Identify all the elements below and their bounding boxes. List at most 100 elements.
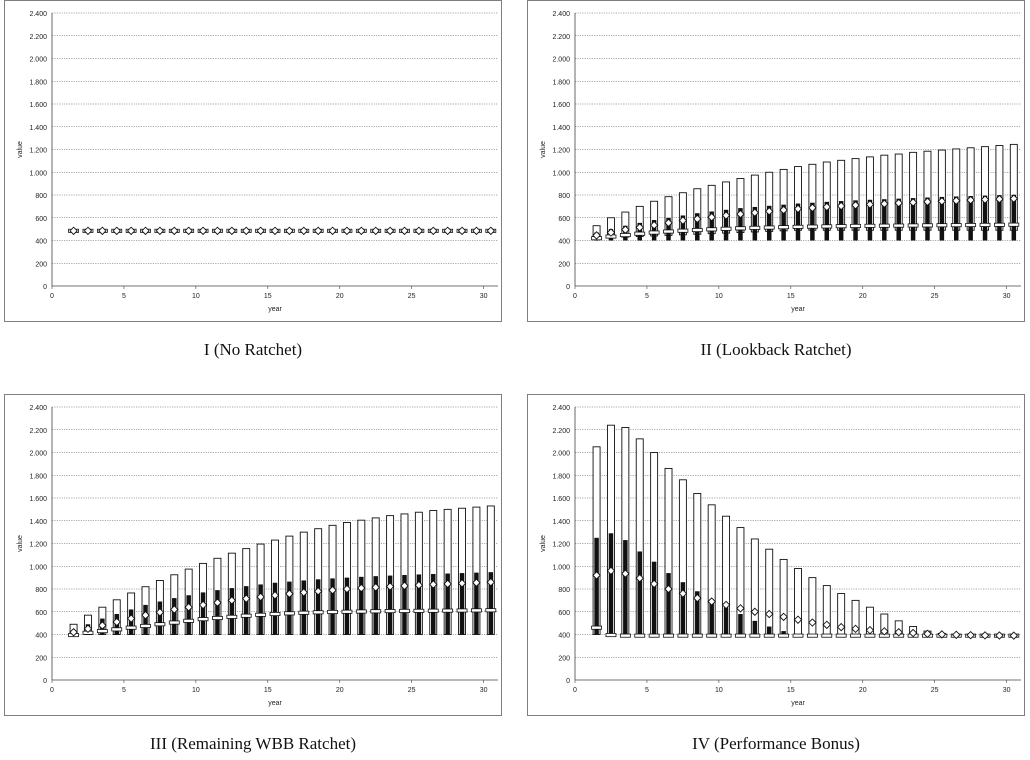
diamond-marker xyxy=(126,614,136,623)
diamond-marker xyxy=(851,201,860,210)
diamond-marker xyxy=(83,226,93,236)
x-tick-label: 20 xyxy=(859,687,867,694)
dark-bar xyxy=(359,576,364,635)
diamond-marker xyxy=(822,620,832,630)
y-tick-label: 1.200 xyxy=(552,148,570,155)
y-tick-label: 2.200 xyxy=(29,428,47,435)
diamond-marker xyxy=(606,228,616,237)
diamond-marker xyxy=(980,195,990,204)
diamond-marker xyxy=(342,226,352,236)
diamond-marker xyxy=(865,625,875,635)
dark-bar xyxy=(738,614,743,635)
y-axis-label: value xyxy=(540,141,547,158)
dark-bar xyxy=(431,573,436,635)
chart-frame: 0 200 400 600 800 1.000 1.200 1.400 1.600 1.800 2.… xyxy=(527,0,1025,322)
dash-marker xyxy=(792,224,804,229)
dash-marker xyxy=(735,633,746,638)
dark-bar xyxy=(738,208,743,241)
diamond-marker xyxy=(808,618,817,627)
dark-bar xyxy=(459,573,465,635)
diamond-marker xyxy=(371,583,380,592)
diamond-marker xyxy=(299,226,309,236)
diamond-marker xyxy=(721,211,731,220)
diamond-marker xyxy=(429,226,438,236)
diamond-marker xyxy=(635,573,644,583)
x-tick-label: 25 xyxy=(931,293,939,300)
y-axis-label: value xyxy=(17,141,24,158)
diamond-marker xyxy=(980,631,990,640)
y-tick-label: 200 xyxy=(35,655,47,662)
dash-marker xyxy=(677,633,689,638)
dark-bar xyxy=(287,581,292,635)
dash-marker xyxy=(864,223,876,228)
diamond-marker xyxy=(707,212,716,222)
x-tick-label: 0 xyxy=(50,687,54,694)
dash-marker xyxy=(691,633,703,638)
y-tick-label: 2.200 xyxy=(552,428,570,435)
x-tick-label: 10 xyxy=(192,293,200,300)
y-tick-label: 1.600 xyxy=(552,102,570,109)
y-tick-label: 600 xyxy=(35,610,47,617)
diamond-marker xyxy=(170,605,179,614)
diamond-marker xyxy=(213,226,222,236)
diamond-marker xyxy=(592,571,601,580)
diamond-marker xyxy=(184,602,193,612)
diamond-marker xyxy=(764,609,774,619)
x-tick-label: 15 xyxy=(787,293,795,300)
y-tick-label: 1.800 xyxy=(552,79,570,86)
dash-marker xyxy=(269,612,281,617)
y-tick-label: 2.400 xyxy=(29,405,47,412)
diamond-marker xyxy=(707,597,716,606)
diamond-marker xyxy=(649,579,659,589)
diamond-marker xyxy=(779,612,788,622)
y-tick-label: 1.000 xyxy=(552,564,570,571)
range-box xyxy=(808,577,817,637)
y-tick-label: 1.400 xyxy=(29,519,47,526)
dash-marker xyxy=(749,225,761,230)
diamond-marker xyxy=(429,580,438,589)
dash-marker xyxy=(706,227,718,232)
diamond-marker xyxy=(385,582,395,591)
diamond-marker xyxy=(1009,631,1019,640)
y-tick-label: 800 xyxy=(558,587,570,594)
dash-marker xyxy=(735,226,746,231)
y-tick-label: 1.200 xyxy=(552,542,570,549)
dash-marker xyxy=(835,224,847,229)
y-tick-label: 1.000 xyxy=(29,170,47,177)
diamond-marker xyxy=(256,226,265,236)
dash-marker xyxy=(298,610,310,615)
dash-marker xyxy=(677,228,689,233)
y-tick-label: 2.000 xyxy=(29,451,47,458)
dash-marker xyxy=(821,633,833,638)
dark-bar xyxy=(315,579,321,635)
dash-marker xyxy=(706,633,718,638)
x-tick-label: 15 xyxy=(264,293,272,300)
dark-bar xyxy=(766,626,772,635)
dash-marker xyxy=(806,224,818,229)
diamond-marker xyxy=(342,584,352,594)
dash-marker xyxy=(634,231,646,236)
diamond-marker xyxy=(678,589,688,598)
dark-bar xyxy=(781,631,786,635)
diamond-marker xyxy=(486,226,496,236)
y-tick-label: 800 xyxy=(35,587,47,594)
y-tick-label: 2.000 xyxy=(29,57,47,64)
dark-bar xyxy=(709,211,714,241)
dash-marker xyxy=(663,633,674,638)
y-tick-label: 600 xyxy=(558,216,570,223)
dash-marker xyxy=(763,225,775,230)
dark-bar xyxy=(373,576,378,635)
dash-marker xyxy=(456,608,468,613)
dash-marker xyxy=(893,223,905,228)
y-tick-label: 400 xyxy=(558,633,570,640)
range-box xyxy=(794,568,802,637)
diamond-marker xyxy=(865,200,875,209)
dash-marker xyxy=(471,608,482,613)
x-tick-label: 0 xyxy=(573,293,577,300)
diamond-marker xyxy=(664,218,673,228)
dark-bar xyxy=(301,580,307,635)
diamond-marker xyxy=(400,226,409,236)
dark-bar xyxy=(723,607,729,635)
dash-marker xyxy=(749,633,761,638)
dash-marker xyxy=(384,609,396,614)
